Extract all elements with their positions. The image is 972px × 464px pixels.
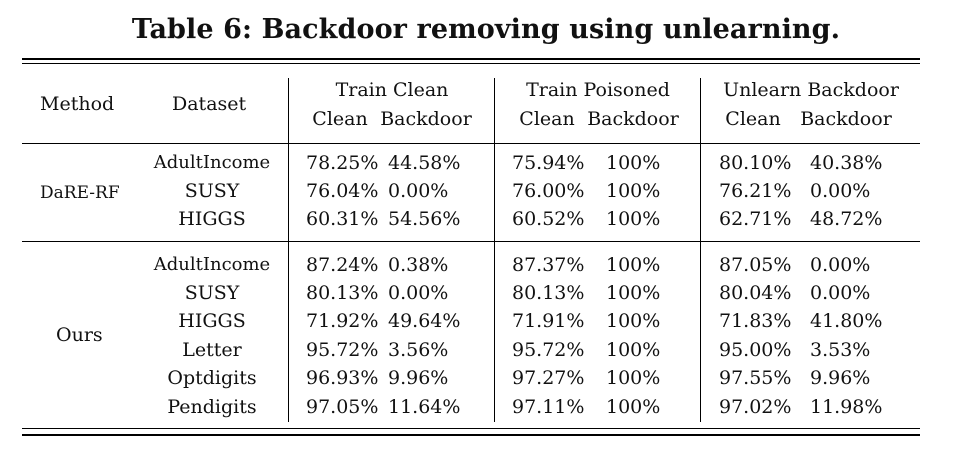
value-cell: 95.00%: [719, 339, 792, 361]
dataset-cell: SUSY: [184, 180, 240, 202]
value-cell: 100%: [606, 208, 661, 230]
value-cell: 100%: [606, 396, 661, 418]
value-cell: 97.11%: [512, 396, 585, 418]
value-cell: 87.24%: [306, 254, 379, 276]
value-cell: 40.38%: [810, 152, 883, 174]
header-dataset: Dataset: [172, 93, 247, 115]
top-rule-2: [22, 63, 920, 64]
bottom-rule-2: [22, 434, 920, 436]
sub-clean-2: Clean: [519, 108, 575, 130]
value-cell: 9.96%: [810, 367, 871, 389]
value-cell: 100%: [606, 152, 661, 174]
dataset-cell: SUSY: [184, 282, 240, 304]
dataset-cell: HIGGS: [178, 208, 246, 230]
col-divider-2: [494, 78, 495, 422]
header-rule: [22, 143, 920, 144]
value-cell: 71.91%: [512, 310, 585, 332]
group-unlearn-backdoor: Unlearn Backdoor: [723, 79, 899, 101]
value-cell: 100%: [606, 282, 661, 304]
value-cell: 80.10%: [719, 152, 792, 174]
value-cell: 100%: [606, 254, 661, 276]
sub-backdoor-2: Backdoor: [587, 108, 679, 130]
value-cell: 3.53%: [810, 339, 871, 361]
dataset-cell: Pendigits: [167, 396, 257, 418]
value-cell: 0.00%: [810, 180, 871, 202]
value-cell: 60.31%: [306, 208, 379, 230]
value-cell: 75.94%: [512, 152, 585, 174]
sub-backdoor-3: Backdoor: [800, 108, 892, 130]
col-divider-1: [288, 78, 289, 422]
value-cell: 95.72%: [306, 339, 379, 361]
bottom-rule-1: [22, 428, 920, 429]
value-cell: 0.00%: [388, 180, 449, 202]
value-cell: 11.98%: [810, 396, 883, 418]
value-cell: 100%: [606, 367, 661, 389]
value-cell: 100%: [606, 310, 661, 332]
dataset-cell: AdultIncome: [153, 254, 271, 275]
sub-clean-3: Clean: [725, 108, 781, 130]
value-cell: 71.92%: [306, 310, 379, 332]
method-ours: Ours: [56, 324, 103, 346]
value-cell: 80.13%: [306, 282, 379, 304]
value-cell: 3.56%: [388, 339, 449, 361]
value-cell: 9.96%: [388, 367, 449, 389]
value-cell: 97.02%: [719, 396, 792, 418]
group-train-clean: Train Clean: [335, 79, 449, 101]
value-cell: 44.58%: [388, 152, 461, 174]
value-cell: 97.55%: [719, 367, 792, 389]
dataset-cell: Optdigits: [167, 367, 257, 389]
col-divider-3: [700, 78, 701, 422]
sub-clean-1: Clean: [312, 108, 368, 130]
value-cell: 96.93%: [306, 367, 379, 389]
header-method: Method: [40, 93, 115, 115]
value-cell: 76.04%: [306, 180, 379, 202]
value-cell: 97.27%: [512, 367, 585, 389]
value-cell: 60.52%: [512, 208, 585, 230]
value-cell: 0.00%: [810, 282, 871, 304]
top-rule-1: [22, 58, 920, 60]
method-dare-rf: DaRE-RF: [40, 183, 120, 203]
value-cell: 97.05%: [306, 396, 379, 418]
value-cell: 78.25%: [306, 152, 379, 174]
value-cell: 95.72%: [512, 339, 585, 361]
value-cell: 41.80%: [810, 310, 883, 332]
value-cell: 87.05%: [719, 254, 792, 276]
value-cell: 80.13%: [512, 282, 585, 304]
value-cell: 0.38%: [388, 254, 449, 276]
value-cell: 54.56%: [388, 208, 461, 230]
value-cell: 11.64%: [388, 396, 461, 418]
value-cell: 80.04%: [719, 282, 792, 304]
value-cell: 76.00%: [512, 180, 585, 202]
value-cell: 76.21%: [719, 180, 792, 202]
value-cell: 48.72%: [810, 208, 883, 230]
value-cell: 49.64%: [388, 310, 461, 332]
group-train-poisoned: Train Poisoned: [526, 79, 670, 101]
value-cell: 0.00%: [388, 282, 449, 304]
sub-backdoor-1: Backdoor: [380, 108, 472, 130]
value-cell: 62.71%: [719, 208, 792, 230]
table-caption: Table 6: Backdoor removing using unlearn…: [131, 14, 841, 45]
section-rule: [22, 241, 920, 242]
value-cell: 0.00%: [810, 254, 871, 276]
value-cell: 71.83%: [719, 310, 792, 332]
dataset-cell: HIGGS: [178, 310, 246, 332]
dataset-cell: Letter: [182, 339, 242, 361]
dataset-cell: AdultIncome: [153, 152, 271, 173]
value-cell: 100%: [606, 339, 661, 361]
value-cell: 100%: [606, 180, 661, 202]
value-cell: 87.37%: [512, 254, 585, 276]
